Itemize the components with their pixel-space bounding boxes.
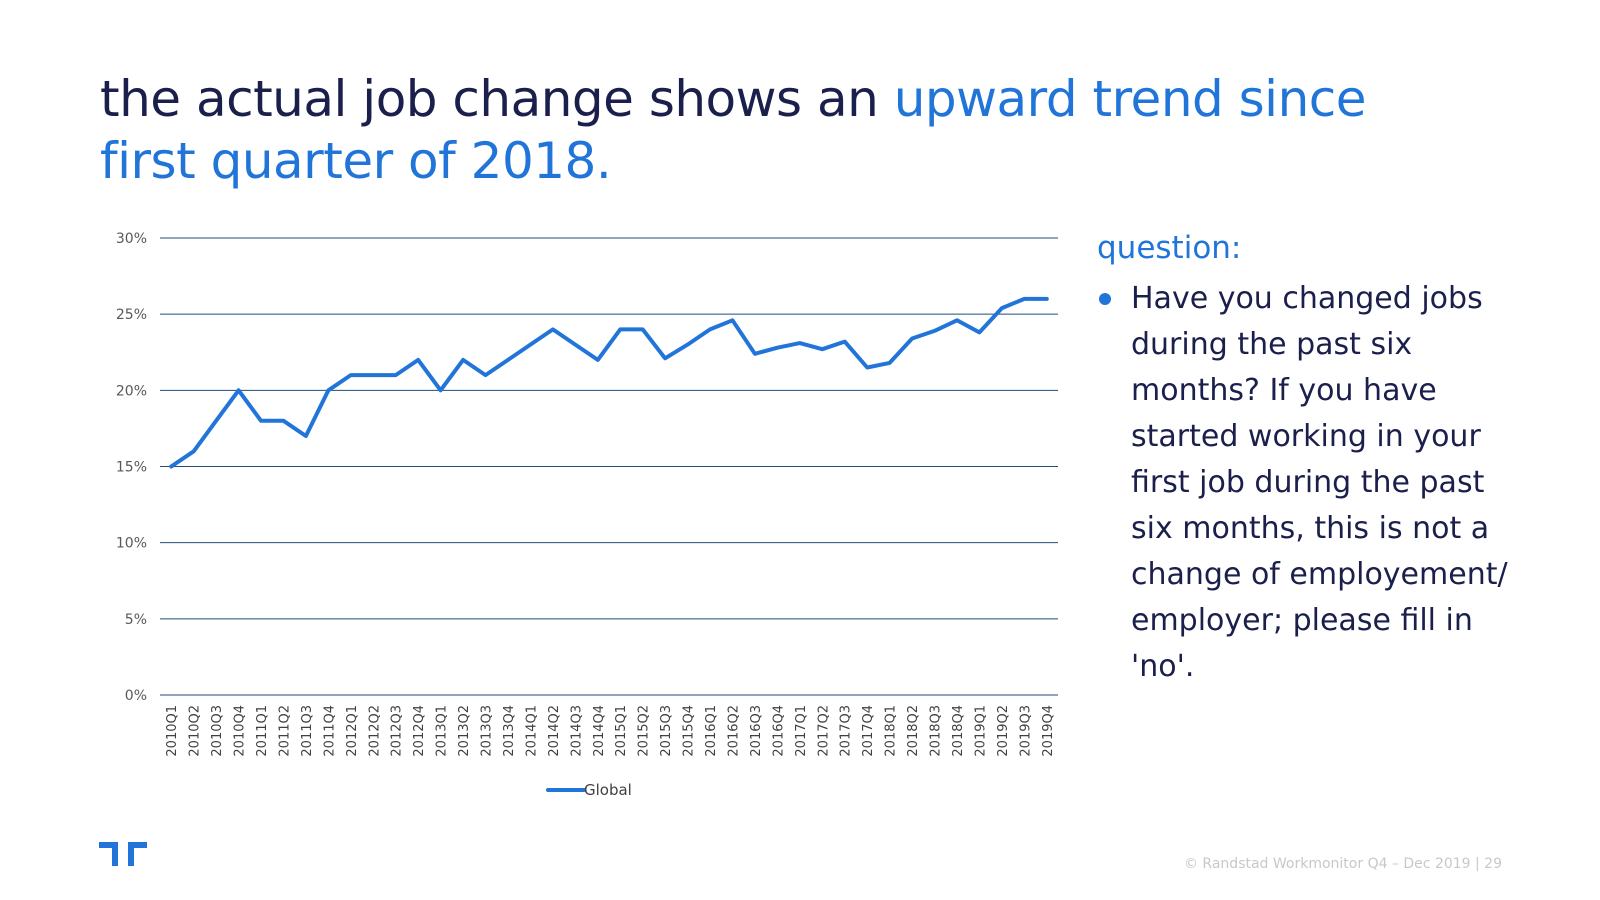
x-tick-label: 2016Q2	[726, 705, 741, 757]
x-tick-label: 2017Q2	[816, 705, 831, 757]
x-tick-label: 2018Q3	[929, 705, 944, 757]
x-tick-label: 2015Q2	[637, 705, 652, 757]
x-tick-label: 2014Q3	[569, 705, 584, 757]
x-tick-label: 2018Q1	[884, 705, 899, 757]
x-tick-label: 2013Q3	[480, 705, 495, 757]
x-tick-label: 2017Q4	[861, 705, 876, 757]
x-tick-label: 2014Q2	[547, 705, 562, 757]
x-tick-label: 2019Q3	[1018, 705, 1033, 757]
legend-label: Global	[584, 781, 632, 799]
title-part-highlight: upward trend since first quarter of 2018…	[100, 70, 1367, 190]
chart-series	[169, 296, 1049, 469]
x-tick-label: 2014Q4	[592, 705, 607, 757]
x-tick-label: 2010Q4	[233, 705, 248, 757]
x-tick-label: 2012Q3	[390, 705, 405, 757]
x-tick-label: 2011Q4	[322, 705, 337, 757]
x-tick-label: 2012Q1	[345, 705, 360, 757]
randstad-logo-icon	[99, 842, 147, 866]
title-part-dark: the actual job change shows an	[100, 70, 894, 128]
x-tick-label: 2012Q2	[367, 705, 382, 757]
question-bullet: Have you changed jobs during the past si…	[1097, 276, 1527, 690]
y-tick-label: 15%	[116, 460, 147, 476]
x-tick-label: 2016Q4	[771, 705, 786, 757]
x-tick-label: 2017Q1	[794, 705, 809, 757]
x-tick-label: 2013Q2	[457, 705, 472, 757]
bullet-dot-icon	[1099, 293, 1111, 305]
x-tick-label: 2019Q1	[973, 705, 988, 757]
x-axis-ticks: 2010Q1 2010Q2 2010Q3 2010Q4 2011Q1 2011Q2 2011…	[165, 705, 1056, 757]
x-tick-label: 2013Q4	[502, 705, 517, 757]
x-tick-label: 2019Q4	[1041, 705, 1056, 757]
x-tick-label: 2016Q1	[704, 705, 719, 757]
series-line	[169, 296, 1049, 469]
x-tick-label: 2011Q3	[300, 705, 315, 757]
y-tick-label: 30%	[116, 231, 147, 247]
chart-legend: Global	[546, 781, 632, 799]
x-tick-label: 2017Q3	[839, 705, 854, 757]
x-tick-label: 2013Q1	[435, 705, 450, 757]
x-tick-label: 2010Q2	[188, 705, 203, 757]
x-tick-label: 2018Q2	[906, 705, 921, 757]
x-tick-label: 2018Q4	[951, 705, 966, 757]
question-text: Have you changed jobs during the past si…	[1131, 281, 1508, 684]
y-tick-label: 25%	[116, 307, 147, 323]
x-tick-label: 2015Q1	[614, 705, 629, 757]
x-tick-label: 2012Q4	[412, 705, 427, 757]
x-tick-label: 2015Q3	[659, 705, 674, 757]
y-tick-label: 5%	[125, 612, 147, 628]
question-list: Have you changed jobs during the past si…	[1097, 276, 1527, 690]
page-title: the actual job change shows an upward tr…	[100, 68, 1400, 192]
x-tick-label: 2016Q3	[749, 705, 764, 757]
question-heading: question:	[1097, 230, 1242, 266]
y-tick-label: 0%	[125, 688, 147, 704]
x-tick-label: 2014Q1	[524, 705, 539, 757]
y-tick-label: 10%	[116, 536, 147, 552]
x-tick-label: 2019Q2	[996, 705, 1011, 757]
x-tick-label: 2011Q1	[255, 705, 270, 757]
x-tick-label: 2015Q4	[682, 705, 697, 757]
y-axis-ticks: 0% 5% 10% 15% 20% 25% 30%	[116, 231, 147, 704]
x-tick-label: 2010Q1	[165, 705, 180, 757]
chart-gridlines	[160, 237, 1058, 696]
x-tick-label: 2011Q2	[277, 705, 292, 757]
x-tick-label: 2010Q3	[210, 705, 225, 757]
footer-copyright: © Randstad Workmonitor Q4 – Dec 2019 | 2…	[1183, 856, 1502, 872]
question-panel: question: Have you changed jobs during t…	[1097, 226, 1527, 690]
y-tick-label: 20%	[116, 383, 147, 399]
